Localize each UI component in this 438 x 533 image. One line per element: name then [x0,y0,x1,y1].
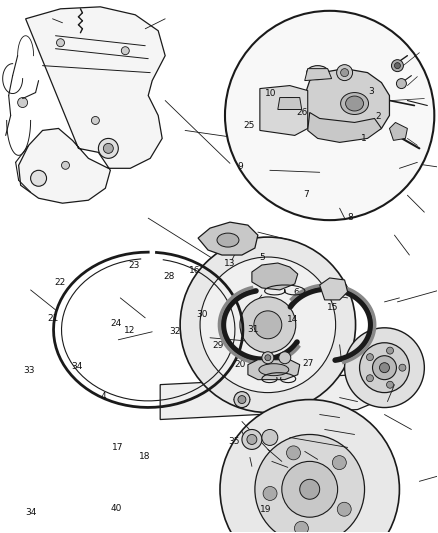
Circle shape [234,392,250,408]
Circle shape [255,434,364,533]
Text: 21: 21 [47,314,59,323]
Circle shape [345,328,424,408]
Ellipse shape [217,233,239,247]
Circle shape [242,430,262,449]
Text: 32: 32 [170,327,181,336]
Text: 23: 23 [128,261,140,270]
Circle shape [337,502,351,516]
Circle shape [180,237,356,413]
Text: 5: 5 [259,254,265,262]
Polygon shape [260,86,308,135]
Text: 27: 27 [303,359,314,368]
Text: 13: 13 [224,260,236,268]
Circle shape [395,63,400,69]
Circle shape [337,64,353,80]
Text: 18: 18 [139,452,151,461]
Polygon shape [320,278,348,300]
Text: 25: 25 [243,121,254,130]
Text: 9: 9 [237,162,243,171]
Circle shape [286,446,300,460]
Text: 20: 20 [234,360,246,369]
Text: 28: 28 [163,272,174,280]
Polygon shape [160,350,417,419]
Ellipse shape [341,93,368,115]
Polygon shape [305,69,332,80]
Text: 16: 16 [189,266,201,274]
Polygon shape [252,263,298,290]
Text: 10: 10 [265,90,276,98]
Circle shape [294,521,308,533]
Circle shape [254,311,282,339]
Text: 15: 15 [327,303,338,312]
Circle shape [262,430,278,446]
Circle shape [265,355,271,361]
Circle shape [103,143,113,154]
Text: 6: 6 [294,287,300,296]
Circle shape [379,362,389,373]
Circle shape [247,434,257,445]
Circle shape [399,364,406,371]
Ellipse shape [346,96,364,111]
Circle shape [279,352,291,364]
Circle shape [200,257,336,393]
Text: 12: 12 [124,326,135,335]
Circle shape [282,462,338,517]
Circle shape [300,479,320,499]
Circle shape [61,161,70,169]
Circle shape [225,11,434,220]
Polygon shape [19,7,165,203]
Text: 34: 34 [25,508,37,517]
Text: 30: 30 [197,310,208,319]
Circle shape [386,347,393,354]
Text: 14: 14 [286,315,298,324]
Text: 24: 24 [111,319,122,328]
Circle shape [18,98,28,108]
Circle shape [372,356,396,379]
Text: 3: 3 [368,87,374,95]
Text: 7: 7 [304,190,309,199]
Ellipse shape [281,98,299,109]
Polygon shape [278,98,302,109]
Ellipse shape [307,66,328,79]
Circle shape [341,69,349,77]
Text: 19: 19 [261,505,272,514]
Circle shape [262,352,274,364]
Polygon shape [198,222,258,255]
Circle shape [220,400,399,533]
Circle shape [367,375,374,382]
Text: 4: 4 [100,392,106,401]
Polygon shape [308,112,381,142]
Circle shape [367,353,374,361]
Text: 34: 34 [71,362,83,371]
Circle shape [57,39,64,47]
Circle shape [31,171,46,186]
Circle shape [392,60,403,71]
Text: 31: 31 [247,325,259,334]
Circle shape [396,78,406,88]
Text: 2: 2 [375,112,381,121]
Circle shape [99,139,118,158]
Text: 40: 40 [111,504,122,513]
Text: 33: 33 [23,366,35,375]
Circle shape [386,381,393,388]
Circle shape [240,297,296,353]
Text: 26: 26 [296,108,307,117]
Polygon shape [389,123,407,140]
Ellipse shape [259,364,289,376]
Text: 1: 1 [361,134,367,143]
Circle shape [238,395,246,403]
Circle shape [332,456,346,470]
Polygon shape [305,69,389,139]
Circle shape [121,47,129,55]
Text: 22: 22 [54,278,65,287]
Circle shape [360,343,410,393]
Text: 8: 8 [347,213,353,222]
Circle shape [92,117,99,124]
Circle shape [263,487,277,500]
Text: 17: 17 [112,442,124,451]
Text: 29: 29 [212,341,224,350]
Text: 35: 35 [229,438,240,446]
Polygon shape [248,360,300,379]
